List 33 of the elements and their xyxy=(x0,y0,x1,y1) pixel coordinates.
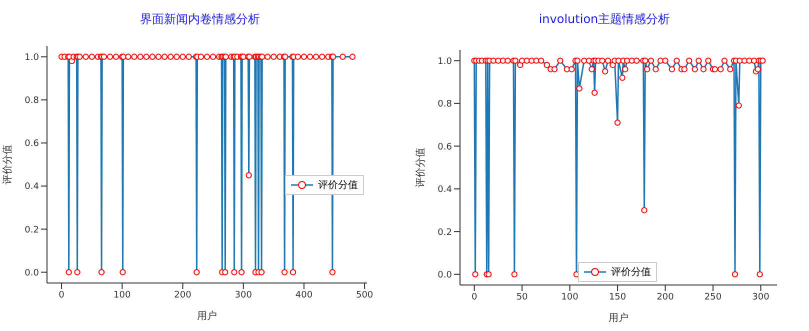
x-tick-label: 50 xyxy=(516,292,528,302)
x-tick-label: 100 xyxy=(561,292,579,302)
x-axis-title: 用户 xyxy=(197,310,217,322)
y-tick-label: 1.0 xyxy=(438,56,452,67)
y-tick-label: 0.0 xyxy=(438,270,452,281)
y-tick-label: 0.0 xyxy=(24,268,40,278)
y-tick-label: 0.2 xyxy=(24,225,39,236)
y-tick-label: 1.0 xyxy=(24,52,40,63)
x-tick-label: 300 xyxy=(234,290,252,300)
y-tick-label: 0.2 xyxy=(438,228,452,238)
chart-title: 界面新闻内卷情感分析 xyxy=(139,11,261,28)
x-tick-label: 500 xyxy=(356,290,374,300)
chart-title: involution主题情感分析 xyxy=(538,11,672,28)
y-tick-label: 0.8 xyxy=(438,100,452,110)
y-tick-label: 0.4 xyxy=(24,182,40,192)
x-tick-label: 150 xyxy=(608,292,626,302)
x-tick-label: 100 xyxy=(114,290,132,300)
x-tick-label: 0 xyxy=(58,290,65,300)
y-axis-title: 评价分值 xyxy=(2,144,14,184)
x-tick-label: 0 xyxy=(471,292,478,302)
x-tick-label: 400 xyxy=(295,290,313,300)
x-tick-label: 250 xyxy=(704,292,722,302)
x-tick-label: 300 xyxy=(752,292,770,302)
legend-label: 评价分值 xyxy=(611,266,651,279)
y-axis-title: 评价分值 xyxy=(414,148,427,188)
x-axis-title: 用户 xyxy=(608,312,628,324)
y-tick-label: 0.4 xyxy=(438,185,452,196)
x-tick-label: 200 xyxy=(174,290,192,300)
y-tick-label: 0.6 xyxy=(24,139,40,150)
y-tick-label: 0.8 xyxy=(24,96,40,106)
y-tick-label: 0.6 xyxy=(438,142,452,152)
legend-label: 评价分值 xyxy=(318,179,358,192)
x-tick-label: 200 xyxy=(656,292,674,302)
